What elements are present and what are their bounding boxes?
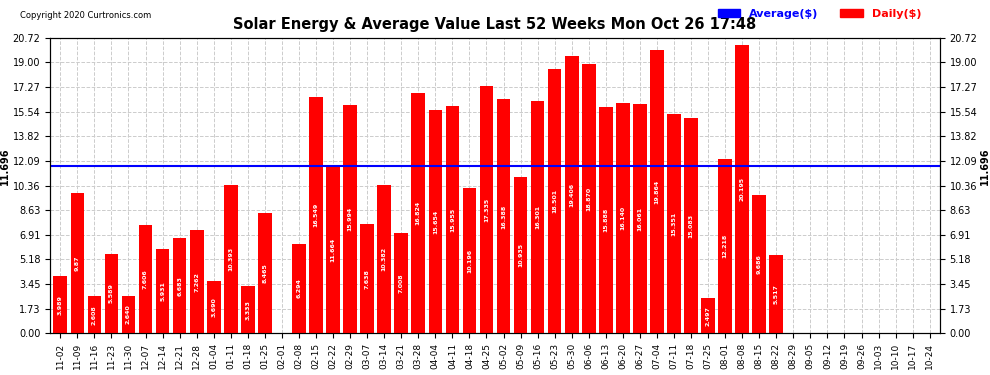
Text: 6.683: 6.683 [177, 276, 182, 296]
Bar [360, 224, 374, 333]
Bar [190, 230, 204, 333]
Text: 5.931: 5.931 [160, 281, 165, 301]
Text: 5.589: 5.589 [109, 284, 114, 303]
Bar [769, 255, 783, 333]
Text: 19.406: 19.406 [569, 183, 574, 207]
Text: 18.870: 18.870 [586, 187, 591, 211]
Text: 9.686: 9.686 [756, 254, 761, 274]
Bar [87, 296, 101, 333]
Text: 10.393: 10.393 [229, 247, 234, 272]
Bar [224, 185, 238, 333]
Text: 16.301: 16.301 [536, 205, 541, 229]
Text: 10.935: 10.935 [518, 243, 523, 267]
Bar [394, 233, 408, 333]
Title: Solar Energy & Average Value Last 52 Weeks Mon Oct 26 17:48: Solar Energy & Average Value Last 52 Wee… [234, 17, 756, 32]
Bar [752, 195, 766, 333]
Text: 3.333: 3.333 [246, 300, 250, 320]
Text: 11.696: 11.696 [0, 148, 10, 185]
Text: 7.638: 7.638 [364, 269, 369, 289]
Bar [241, 286, 254, 333]
Bar [292, 244, 306, 333]
Text: 7.262: 7.262 [194, 272, 199, 291]
Text: 2.497: 2.497 [706, 306, 711, 326]
Text: 8.465: 8.465 [262, 263, 267, 283]
Bar [462, 188, 476, 333]
Text: 15.654: 15.654 [433, 210, 438, 234]
Text: 16.140: 16.140 [621, 206, 626, 230]
Bar [701, 298, 715, 333]
Text: 2.608: 2.608 [92, 305, 97, 325]
Bar [633, 104, 646, 333]
Bar [412, 93, 425, 333]
Text: 5.517: 5.517 [774, 284, 779, 304]
Bar [377, 185, 391, 333]
Bar [667, 114, 681, 333]
Text: 19.864: 19.864 [654, 180, 659, 204]
Text: 15.351: 15.351 [671, 212, 676, 236]
Bar [344, 105, 357, 333]
Bar [684, 118, 698, 333]
Text: 16.549: 16.549 [314, 203, 319, 227]
Text: 15.083: 15.083 [688, 214, 694, 238]
Text: 15.888: 15.888 [603, 208, 608, 232]
Bar [650, 50, 663, 333]
Text: 12.218: 12.218 [723, 234, 728, 258]
Bar [565, 56, 578, 333]
Text: 3.690: 3.690 [211, 297, 216, 317]
Bar [547, 69, 561, 333]
Bar [719, 159, 732, 333]
Bar [122, 296, 136, 333]
Bar [207, 281, 221, 333]
Bar [480, 86, 493, 333]
Bar [155, 249, 169, 333]
Bar [53, 276, 67, 333]
Text: 20.195: 20.195 [740, 177, 744, 201]
Text: 18.501: 18.501 [552, 189, 557, 213]
Bar [258, 213, 271, 333]
Bar [616, 103, 630, 333]
Bar [736, 45, 749, 333]
Text: 16.824: 16.824 [416, 201, 421, 225]
Bar [497, 99, 510, 333]
Text: 10.196: 10.196 [467, 249, 472, 273]
Text: 9.87: 9.87 [75, 255, 80, 271]
Text: 11.696: 11.696 [980, 148, 990, 185]
Text: 10.382: 10.382 [382, 247, 387, 272]
Text: 7.606: 7.606 [143, 269, 148, 289]
Bar [446, 106, 459, 333]
Text: Copyright 2020 Curtronics.com: Copyright 2020 Curtronics.com [20, 11, 151, 20]
Bar [309, 97, 323, 333]
Bar [327, 167, 340, 333]
Text: 6.294: 6.294 [296, 279, 302, 298]
Text: 3.989: 3.989 [57, 295, 62, 315]
Legend: Average($), Daily($): Average($), Daily($) [713, 4, 926, 24]
Text: 16.388: 16.388 [501, 204, 506, 229]
Bar [139, 225, 152, 333]
Text: 15.955: 15.955 [449, 207, 454, 232]
Text: 15.994: 15.994 [347, 207, 352, 231]
Bar [582, 64, 596, 333]
Bar [70, 192, 84, 333]
Bar [105, 254, 118, 333]
Bar [173, 238, 186, 333]
Text: 7.008: 7.008 [399, 274, 404, 293]
Bar [599, 106, 613, 333]
Bar [531, 100, 544, 333]
Text: 17.335: 17.335 [484, 198, 489, 222]
Text: 2.640: 2.640 [126, 305, 131, 324]
Text: 11.664: 11.664 [331, 238, 336, 262]
Bar [514, 177, 528, 333]
Bar [429, 110, 443, 333]
Text: 16.061: 16.061 [638, 207, 643, 231]
